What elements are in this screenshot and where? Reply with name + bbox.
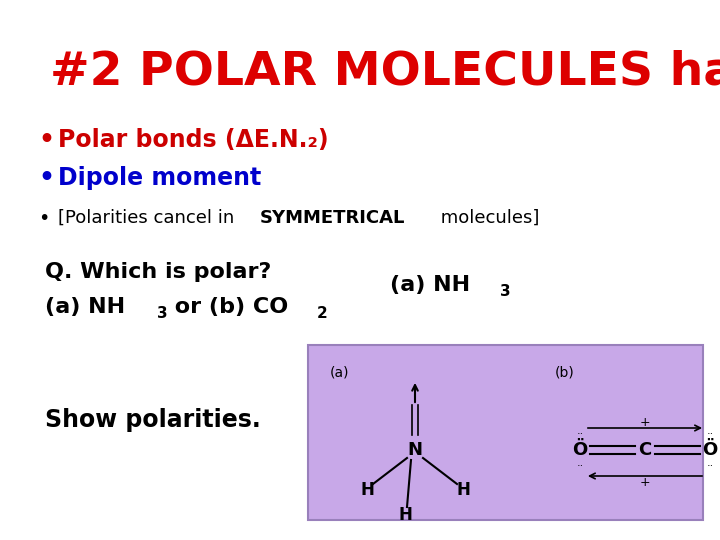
Text: ··: ·· bbox=[577, 461, 584, 471]
Text: H: H bbox=[398, 506, 412, 524]
Text: #2 POLAR MOLECULES have:: #2 POLAR MOLECULES have: bbox=[50, 50, 720, 94]
Bar bbox=[308, 345, 703, 520]
Text: Ö: Ö bbox=[572, 441, 588, 459]
Text: C: C bbox=[639, 441, 652, 459]
Text: •: • bbox=[38, 128, 54, 152]
Text: Dipole moment: Dipole moment bbox=[58, 166, 261, 190]
Text: 3: 3 bbox=[157, 306, 168, 321]
Text: Q. Which is polar?: Q. Which is polar? bbox=[45, 262, 271, 282]
Text: •: • bbox=[38, 208, 50, 227]
Text: Show polarities.: Show polarities. bbox=[45, 408, 261, 432]
Text: (a) NH: (a) NH bbox=[390, 275, 470, 295]
Text: +: + bbox=[639, 415, 650, 429]
Text: [Polarities cancel in: [Polarities cancel in bbox=[58, 209, 240, 227]
Text: 2: 2 bbox=[317, 306, 328, 321]
Text: Ö: Ö bbox=[703, 441, 718, 459]
Text: H: H bbox=[456, 481, 470, 499]
Text: •: • bbox=[38, 166, 54, 190]
Text: (a) NH: (a) NH bbox=[45, 297, 125, 317]
Text: ··: ·· bbox=[706, 429, 714, 439]
Text: +: + bbox=[639, 476, 650, 489]
Text: SYMMETRICAL: SYMMETRICAL bbox=[260, 209, 405, 227]
Text: H: H bbox=[360, 481, 374, 499]
Text: molecules]: molecules] bbox=[435, 209, 539, 227]
Text: 3: 3 bbox=[500, 284, 510, 299]
Text: (a): (a) bbox=[330, 365, 349, 379]
Text: ··: ·· bbox=[706, 461, 714, 471]
Text: or (b) CO: or (b) CO bbox=[167, 297, 288, 317]
Text: Polar bonds (ΔE.N.₂): Polar bonds (ΔE.N.₂) bbox=[58, 128, 328, 152]
Text: (b): (b) bbox=[555, 365, 575, 379]
Text: ··: ·· bbox=[577, 429, 584, 439]
Text: N: N bbox=[408, 441, 423, 459]
